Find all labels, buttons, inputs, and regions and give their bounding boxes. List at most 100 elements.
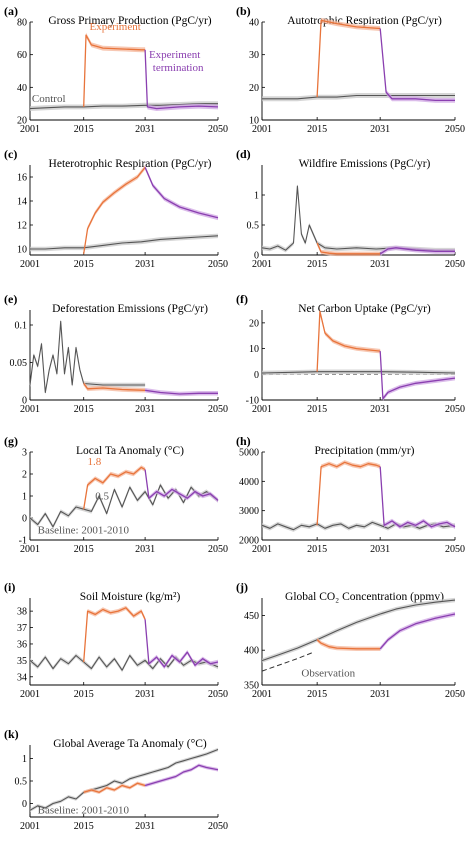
x-tick-label: 2001 (20, 404, 40, 415)
series-line-termination (144, 167, 219, 219)
series-band-control (262, 183, 455, 253)
series-line-termination (144, 469, 219, 501)
x-tick-label: 2015 (74, 404, 94, 415)
x-tick-label: 2031 (135, 259, 155, 270)
series-line-experiment (316, 310, 381, 372)
series-line-termination (379, 466, 456, 528)
series-band-termination (380, 611, 455, 651)
panel-label: (b) (236, 4, 251, 18)
annotation-label: Control (32, 93, 66, 105)
y-tick-label: 60 (17, 50, 27, 61)
y-tick-label: 35 (17, 656, 27, 667)
panel-j: (j) Global CO₂ Concentration (ppmv) 350 400… (236, 580, 465, 700)
y-tick-label: 0 (22, 514, 27, 525)
x-tick-label: 2001 (252, 689, 272, 700)
panel-label: (h) (236, 434, 251, 448)
y-tick-label: 350 (244, 681, 259, 692)
x-tick-label: 2015 (307, 124, 327, 135)
series-band-termination (145, 388, 218, 397)
y-tick-label: 0 (22, 799, 27, 810)
series-line-control (262, 94, 455, 100)
y-tick-label: 0.05 (10, 358, 28, 369)
x-tick-label: 2050 (445, 544, 465, 555)
x-tick-label: 2050 (445, 259, 465, 270)
panel-title: Heterotrophic Respiration (PgC/yr) (49, 158, 212, 170)
series-band-termination (145, 47, 218, 111)
y-tick-label: 20 (17, 116, 27, 127)
y-tick-label: 2000 (239, 536, 259, 547)
y-tick-label: 0 (22, 396, 27, 407)
series-line-experiment (316, 461, 381, 526)
x-tick-label: 2031 (135, 689, 155, 700)
series-line-termination (379, 28, 455, 102)
panel-b: (b)Autotrophic Respiration (PgC/yr)10203… (236, 4, 465, 135)
x-tick-label: 2050 (208, 124, 228, 135)
series-line-termination (379, 613, 456, 650)
x-tick-label: 2031 (370, 689, 390, 700)
x-tick-label: 2015 (307, 689, 327, 700)
x-tick-label: 2001 (252, 259, 272, 270)
x-tick-label: 2031 (370, 404, 390, 415)
x-tick-label: 2001 (20, 689, 40, 700)
series-band-control (262, 369, 455, 376)
annotation-label: Baseline: 2001-2010 (38, 524, 130, 536)
y-tick-label: 14 (17, 197, 27, 208)
y-tick-label: 10 (17, 245, 27, 256)
y-tick-label: 20 (249, 83, 259, 94)
panel-title: Gross Primary Production (PgC/yr) (48, 15, 211, 27)
y-tick-label: 38 (17, 607, 27, 618)
x-tick-label: 2001 (252, 124, 272, 135)
panel-title: Precipitation (mm/yr) (315, 445, 415, 457)
x-tick-label: 2001 (252, 544, 272, 555)
annotation-label: termination (153, 62, 204, 74)
x-tick-label: 2015 (74, 821, 94, 832)
series-band-termination (380, 464, 455, 529)
x-tick-label: 2031 (135, 124, 155, 135)
y-tick-label: 0 (254, 370, 259, 381)
annotation-label: Baseline: 2001-2010 (38, 804, 130, 816)
series-band-experiment (317, 460, 381, 528)
y-tick-label: 20 (249, 318, 259, 329)
x-tick-label: 2050 (445, 124, 465, 135)
y-tick-label: 80 (17, 18, 27, 29)
series-line-experiment (83, 782, 146, 793)
series-band-experiment (83, 781, 146, 794)
y-tick-label: 40 (17, 83, 27, 94)
x-tick-label: 2015 (74, 259, 94, 270)
x-tick-label: 2031 (135, 404, 155, 415)
series-band-experiment (83, 32, 146, 110)
y-tick-label: -1 (19, 536, 27, 547)
panel-title: Deforestation Emissions (PgC/yr) (52, 303, 208, 315)
panel-e: (e) Deforestation Emissions (PgC/yr) 0 0.05… (4, 292, 228, 415)
panel-label: (j) (236, 580, 248, 594)
x-tick-label: 2001 (20, 259, 40, 270)
panel-title: Global CO₂ Concentration (ppmv) (285, 591, 444, 603)
panel-label: (i) (4, 580, 15, 594)
y-tick-label: 450 (244, 611, 259, 622)
annotation-label: 0.5 (95, 490, 109, 502)
series-band-termination (145, 165, 218, 221)
x-tick-label: 2031 (370, 124, 390, 135)
x-tick-label: 2015 (74, 124, 94, 135)
x-tick-label: 2015 (307, 404, 327, 415)
y-tick-label: 1 (254, 191, 259, 202)
y-tick-label: 12 (17, 221, 27, 232)
series-line-control (29, 484, 219, 528)
y-tick-label: 1 (22, 754, 27, 765)
panel-title: Net Carbon Uptake (PgC/yr) (298, 303, 431, 315)
series-line-control (261, 599, 456, 662)
y-tick-label: 34 (17, 672, 27, 683)
series-line-control (261, 185, 455, 251)
panel-label: (k) (4, 727, 19, 741)
panel-title: Autotrophic Respiration (PgC/yr) (287, 15, 442, 27)
series-line-control (261, 521, 456, 531)
series-line-control (29, 654, 219, 671)
panel-label: (g) (4, 434, 18, 448)
series-band-termination (380, 26, 455, 103)
x-tick-label: 2050 (208, 404, 228, 415)
annotation-label: Experiment (149, 49, 200, 61)
panel-title: Soil Moisture (kg/m²) (80, 591, 181, 603)
y-tick-label: 1 (22, 492, 27, 503)
series-line-experiment (316, 639, 381, 650)
